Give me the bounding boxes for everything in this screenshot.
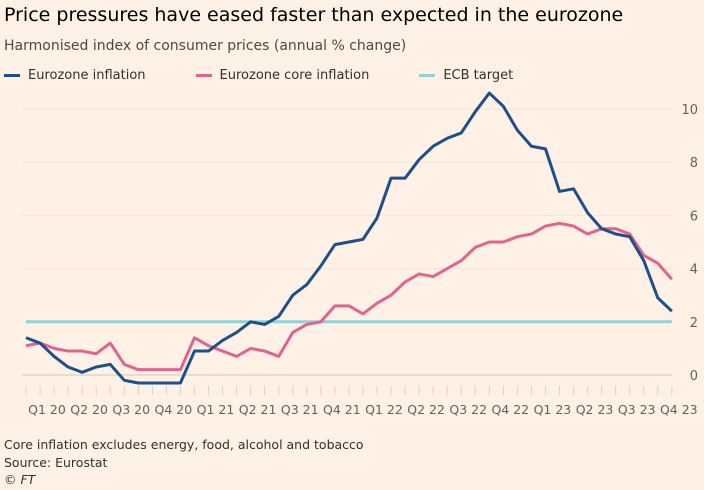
chart-title: Price pressures have eased faster than e… [4,4,624,26]
y-tick-label: 6 [690,209,698,224]
legend-swatch [419,74,436,77]
legend-swatch [4,74,20,77]
x-tick-label: Q2 22 [407,402,445,417]
y-tick-label: 0 [690,369,698,384]
x-tick-label: Q1 21 [197,402,235,417]
x-tick-label: Q1 22 [365,402,403,417]
source: Source: Eurostat [4,455,108,470]
legend-item-core: Eurozone core inflation [195,68,370,83]
x-tick-label: Q3 21 [281,402,319,417]
y-tick-label: 2 [690,316,698,331]
x-tick-label: Q4 21 [323,402,361,417]
legend-swatch [195,74,212,77]
x-tick-label: Q2 23 [576,402,614,417]
series-line-core-inflation [25,221,673,372]
y-tick-label: 8 [690,156,698,171]
x-tick-label: Q1 23 [534,402,572,417]
chart-subtitle: Harmonised index of consumer prices (ann… [4,38,407,54]
credit: © FT [4,472,36,487]
y-tick-label: 4 [690,263,698,278]
legend: Eurozone inflation Eurozone core inflati… [4,68,513,83]
x-tick-label: Q2 20 [70,402,108,417]
legend-label: Eurozone core inflation [219,68,370,83]
x-tick-label: Q3 20 [112,402,150,417]
footnote: Core inflation excludes energy, food, al… [4,437,364,452]
series-line-inflation [25,91,673,385]
x-tick-label: Q3 23 [618,402,656,417]
x-tick-label: Q4 22 [491,402,529,417]
legend-item-inflation: Eurozone inflation [4,68,146,83]
x-tick-label: Q3 22 [449,402,487,417]
y-tick-label: 10 [681,103,698,118]
legend-item-ecb: ECB target [419,68,513,83]
x-tick-label: Q4 23 [660,402,698,417]
x-tick-label: Q1 20 [28,402,66,417]
legend-label: ECB target [443,68,514,83]
x-tick-label: Q2 21 [239,402,277,417]
x-tick-label: Q4 20 [155,402,193,417]
line-chart: 0 2 4 6 8 10 Q1 20 Q2 20 Q3 20 Q4 20 Q1 21 Q2 21 Q3 … [22,91,698,417]
legend-label: Eurozone inflation [28,68,146,83]
